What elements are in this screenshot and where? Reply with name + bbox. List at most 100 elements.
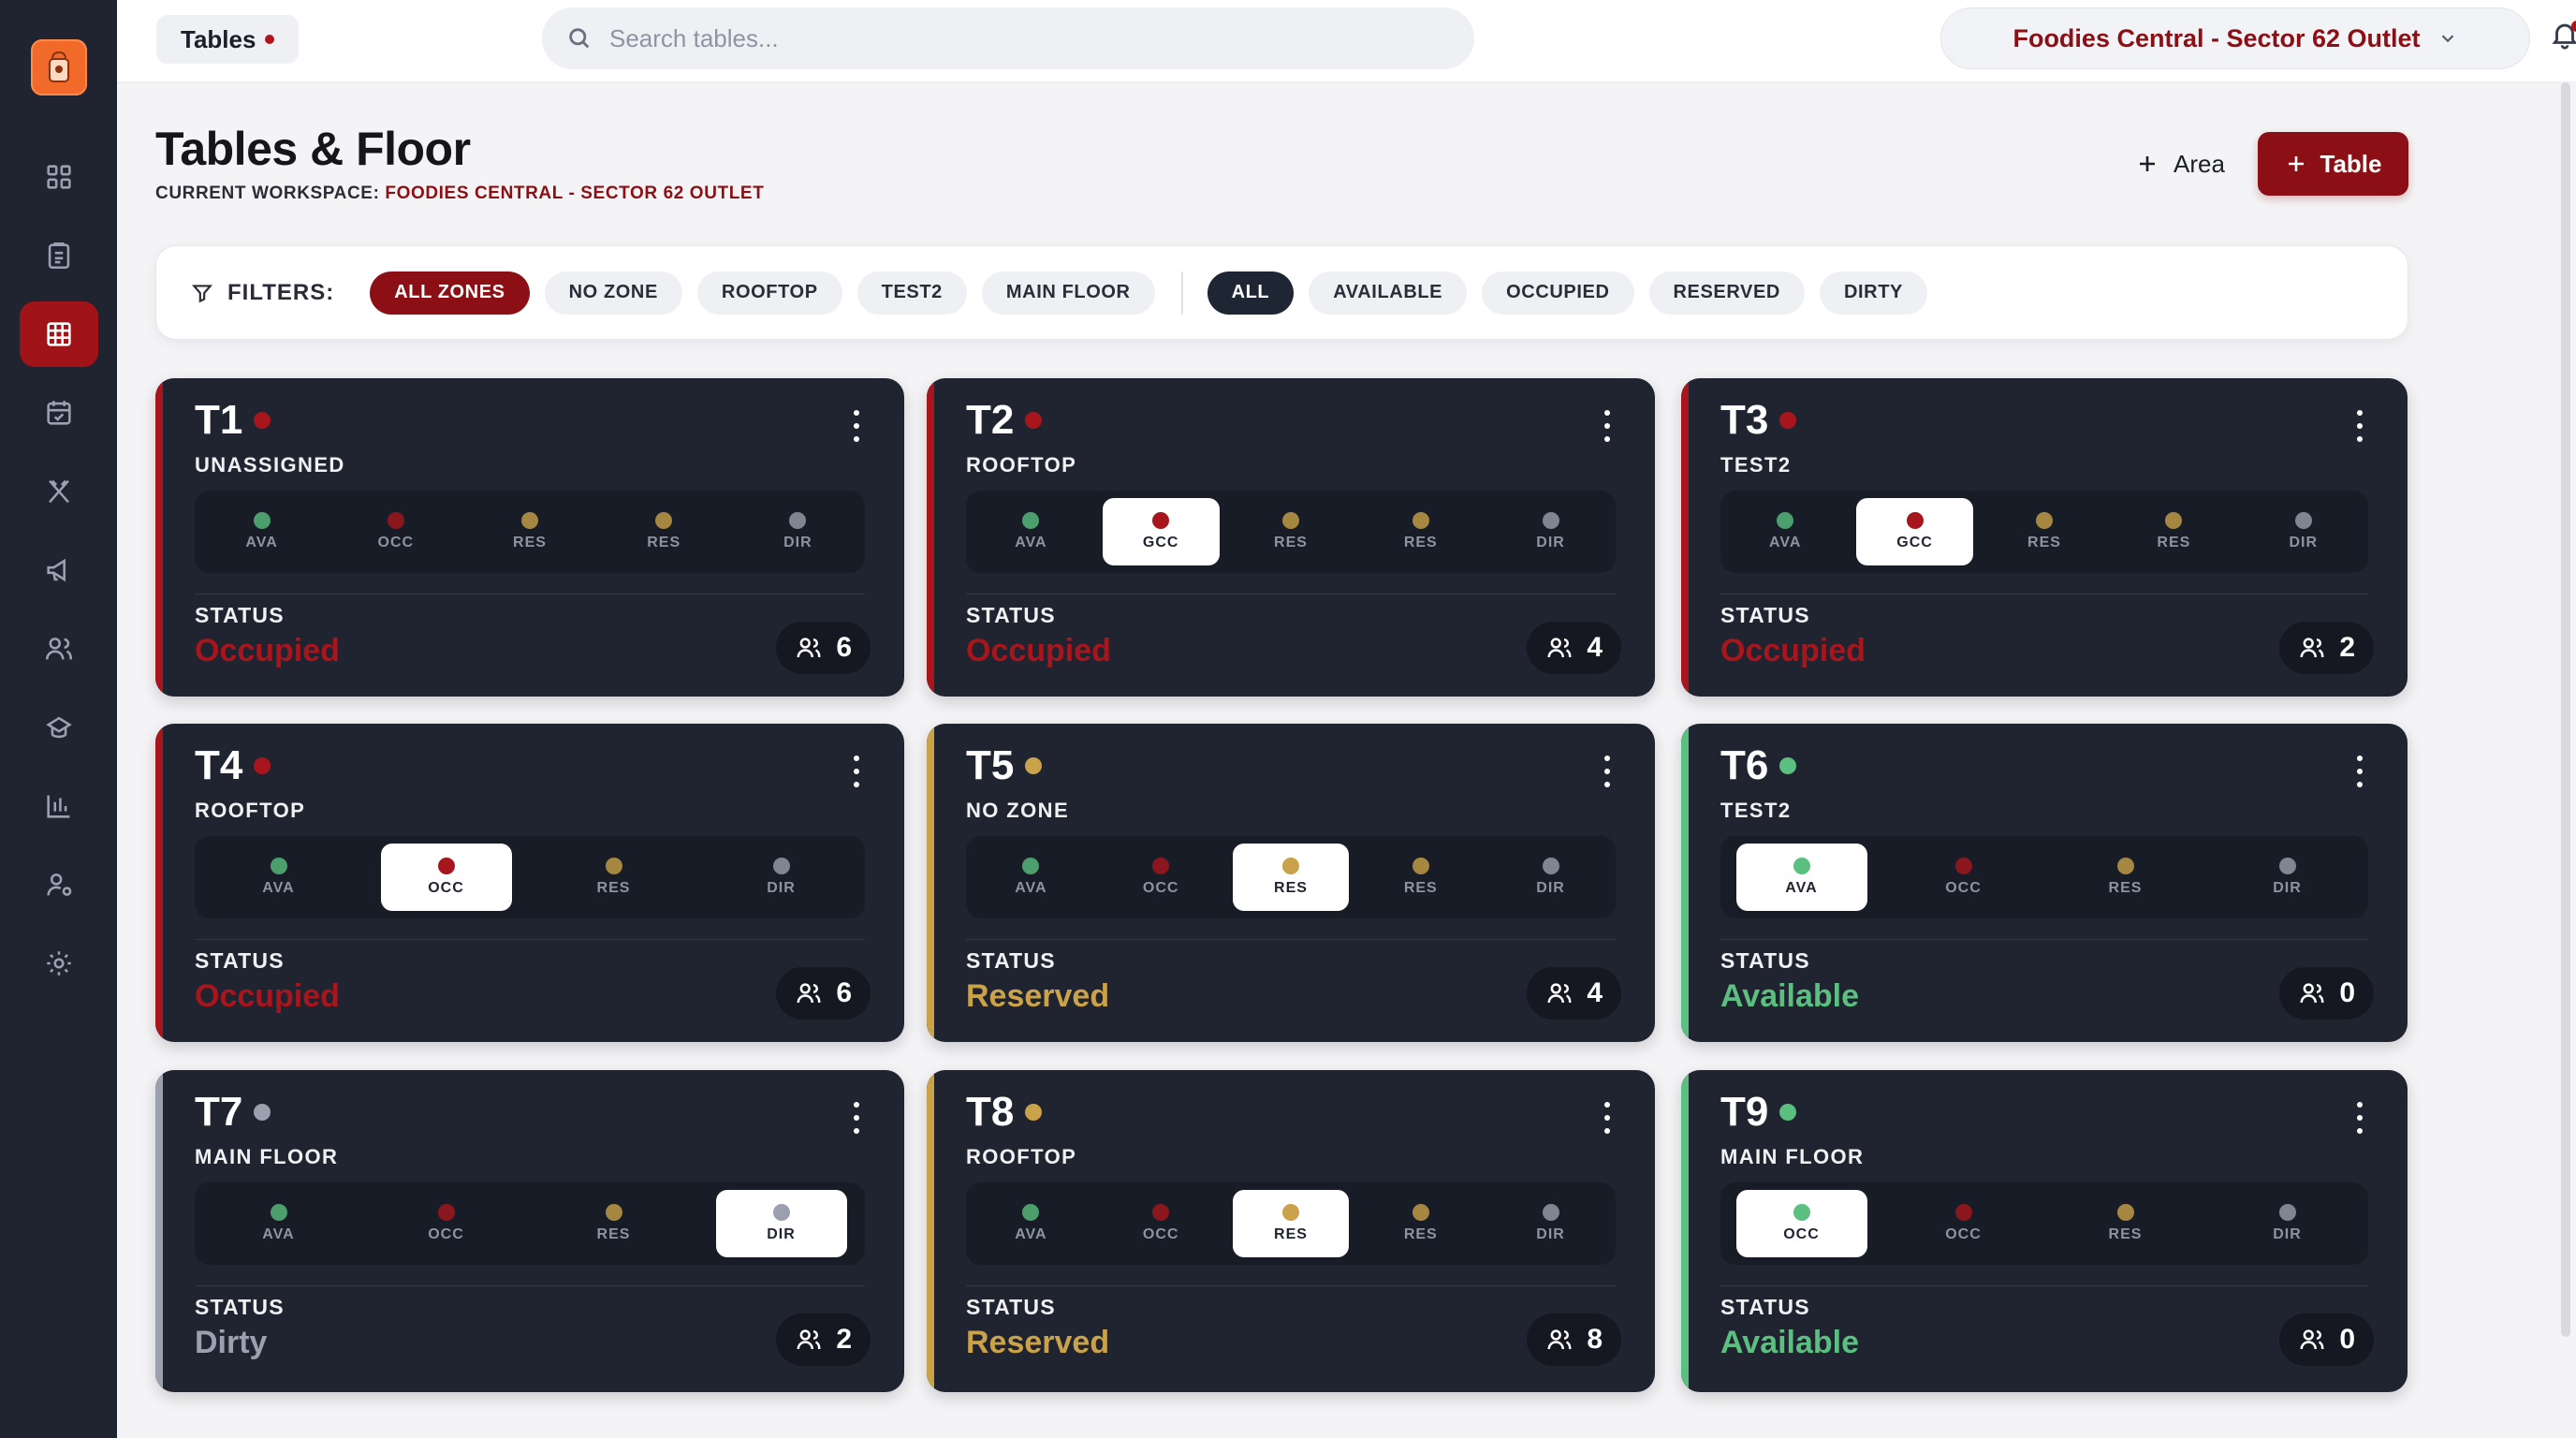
sidebar-item-kitchen[interactable] xyxy=(20,695,98,760)
more-options-icon[interactable] xyxy=(1603,410,1612,442)
status-option-res[interactable]: RES xyxy=(536,844,691,911)
more-options-icon[interactable] xyxy=(1603,756,1612,787)
sidebar-item-dashboard[interactable] xyxy=(20,144,98,210)
status-option-dir[interactable]: DIR xyxy=(704,844,858,911)
status-filter-chip-all[interactable]: ALL xyxy=(1207,271,1295,315)
status-option-dir[interactable]: DIR xyxy=(715,1190,847,1257)
status-option-occ[interactable]: OCC xyxy=(1889,844,2038,911)
status-option-gcc[interactable]: GCC xyxy=(1102,498,1220,565)
table-zone: ROOFTOP xyxy=(195,799,306,822)
status-option-dir[interactable]: DIR xyxy=(738,498,858,565)
status-option-gcc[interactable]: GCC xyxy=(1856,498,1973,565)
status-option-occ[interactable]: OCC xyxy=(369,1190,523,1257)
sidebar-item-orders[interactable] xyxy=(20,223,98,288)
status-option-ava[interactable]: AVA xyxy=(201,498,322,565)
status-filter-chip-occupied[interactable]: OCCUPIED xyxy=(1482,271,1634,315)
zone-filter-chip-test2[interactable]: TEST2 xyxy=(856,271,967,315)
status-filter-chip-dirty[interactable]: DIRTY xyxy=(1819,271,1927,315)
more-options-icon[interactable] xyxy=(2355,1102,2364,1134)
status-option-res[interactable]: RES xyxy=(469,498,590,565)
status-option-dir[interactable]: DIR xyxy=(1492,844,1609,911)
more-options-icon[interactable] xyxy=(2355,756,2364,787)
zone-filter-chip-rooftop[interactable]: ROOFTOP xyxy=(696,271,842,315)
status-option-dir[interactable]: DIR xyxy=(2213,844,2362,911)
sidebar-item-customers[interactable] xyxy=(20,616,98,682)
outlet-selector[interactable]: Foodies Central - Sector 62 Outlet xyxy=(1940,7,2530,69)
status-label: STATUS xyxy=(966,1295,1056,1319)
table-card-t7[interactable]: T7 MAIN FLOOR AVA OCC RES DIR STATUS Dir… xyxy=(155,1070,904,1392)
status-option-occ[interactable]: OCC xyxy=(1103,1190,1220,1257)
status-option-ava[interactable]: AVA xyxy=(201,844,356,911)
app-logo-icon[interactable] xyxy=(30,39,87,95)
more-options-icon[interactable] xyxy=(852,756,861,787)
guest-count: 4 xyxy=(1587,977,1603,1008)
table-card-t2[interactable]: T2 ROOFTOP AVA GCC RES RES DIR STATUS Oc… xyxy=(927,378,1655,697)
status-option-res[interactable]: RES xyxy=(1232,844,1350,911)
scrollbar[interactable] xyxy=(2561,82,2570,1337)
users-icon xyxy=(797,1329,821,1350)
status-option-ava[interactable]: AVA xyxy=(973,498,1090,565)
status-option-res[interactable]: RES xyxy=(536,1190,691,1257)
status-option-ava[interactable]: AVA xyxy=(201,1190,356,1257)
status-option-occ[interactable]: OCC xyxy=(1103,844,1220,911)
breadcrumb[interactable]: Tables xyxy=(156,15,300,64)
sidebar-item-tables[interactable] xyxy=(19,301,98,367)
status-option-res[interactable]: RES xyxy=(2051,1190,2200,1257)
more-options-icon[interactable] xyxy=(852,410,861,442)
more-options-icon[interactable] xyxy=(852,1102,861,1134)
add-area-button[interactable]: Area xyxy=(2117,133,2244,195)
status-option-occ[interactable]: OCC xyxy=(1889,1190,2038,1257)
status-option-ava[interactable]: AVA xyxy=(973,844,1090,911)
more-options-icon[interactable] xyxy=(1603,1102,1612,1134)
sidebar-item-menu[interactable] xyxy=(20,459,98,524)
status-option-dot-icon xyxy=(1412,512,1429,529)
status-filter-chip-available[interactable]: AVAILABLE xyxy=(1309,271,1468,315)
status-option-res[interactable]: RES xyxy=(1362,844,1479,911)
status-option-ava[interactable]: AVA xyxy=(973,1190,1090,1257)
table-id: T9 xyxy=(1720,1089,1769,1135)
status-option-dot-icon xyxy=(253,512,271,529)
sidebar-item-staff[interactable] xyxy=(20,852,98,917)
zone-filter-chip-no-zone[interactable]: NO ZONE xyxy=(544,271,682,315)
status-option-ava[interactable]: AVA xyxy=(1727,498,1843,565)
card-divider xyxy=(966,1285,1616,1286)
status-option-res[interactable]: RES xyxy=(1362,1190,1479,1257)
table-card-t9[interactable]: T9 MAIN FLOOR OCC OCC RES DIR STATUS Ava… xyxy=(1681,1070,2408,1392)
status-option-res[interactable]: RES xyxy=(2051,844,2200,911)
table-card-t3[interactable]: T3 TEST2 AVA GCC RES RES DIR STATUS Occu… xyxy=(1681,378,2408,697)
table-card-t6[interactable]: T6 TEST2 AVA OCC RES DIR STATUS Availabl… xyxy=(1681,724,2408,1042)
status-option-res[interactable]: RES xyxy=(2115,498,2232,565)
status-filter-chip-reserved[interactable]: RESERVED xyxy=(1648,271,1805,315)
status-option-res[interactable]: RES xyxy=(1986,498,2102,565)
table-card-t4[interactable]: T4 ROOFTOP AVA OCC RES DIR STATUS Occupi… xyxy=(155,724,904,1042)
notifications-button[interactable] xyxy=(2549,19,2576,56)
status-option-res[interactable]: RES xyxy=(604,498,724,565)
table-card-t5[interactable]: T5 NO ZONE AVA OCC RES RES DIR STATUS Re… xyxy=(927,724,1655,1042)
status-option-res[interactable]: RES xyxy=(1232,1190,1350,1257)
status-option-dir[interactable]: DIR xyxy=(1492,1190,1609,1257)
status-option-res[interactable]: RES xyxy=(1362,498,1479,565)
status-option-dir[interactable]: DIR xyxy=(2246,498,2362,565)
status-option-occ[interactable]: OCC xyxy=(335,498,456,565)
zone-filter-chip-main-floor[interactable]: MAIN FLOOR xyxy=(981,271,1155,315)
breadcrumb-dot-icon xyxy=(265,35,275,44)
status-option-occ[interactable]: OCC xyxy=(380,844,512,911)
table-zone: MAIN FLOOR xyxy=(1720,1145,1865,1168)
sidebar-item-reservations[interactable] xyxy=(20,380,98,446)
zone-filter-chip-all-zones[interactable]: ALL ZONES xyxy=(370,271,530,315)
search-bar[interactable] xyxy=(542,7,1474,69)
sidebar-item-marketing[interactable] xyxy=(20,537,98,603)
sidebar-item-reports[interactable] xyxy=(20,773,98,839)
status-option-dir[interactable]: DIR xyxy=(1492,498,1609,565)
status-option-res[interactable]: RES xyxy=(1233,498,1350,565)
add-table-button[interactable]: Table xyxy=(2258,132,2408,196)
sidebar-item-settings[interactable] xyxy=(20,931,98,996)
table-card-t8[interactable]: T8 ROOFTOP AVA OCC RES RES DIR STATUS Re… xyxy=(927,1070,1655,1392)
status-option-occ[interactable]: OCC xyxy=(1735,1190,1867,1257)
table-card-t1[interactable]: T1 UNASSIGNED AVA OCC RES RES DIR STATUS… xyxy=(155,378,904,697)
status-option-dir[interactable]: DIR xyxy=(2213,1190,2362,1257)
more-options-icon[interactable] xyxy=(2355,410,2364,442)
status-option-ava[interactable]: AVA xyxy=(1735,844,1867,911)
search-input[interactable] xyxy=(609,23,1452,53)
status-label: STATUS xyxy=(1720,948,1810,973)
